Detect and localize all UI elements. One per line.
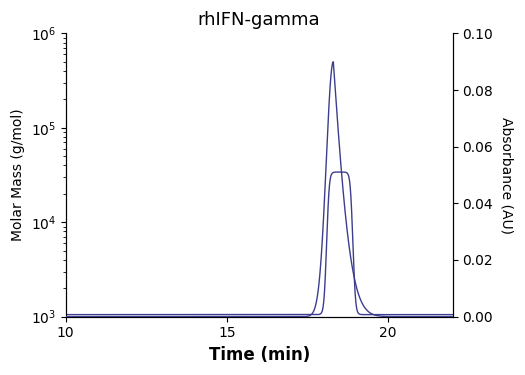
Y-axis label: Absorbance (AU): Absorbance (AU) [500, 117, 514, 234]
Y-axis label: Molar Mass (g/mol): Molar Mass (g/mol) [11, 109, 25, 242]
Title: rhIFN-gamma: rhIFN-gamma [198, 11, 320, 29]
X-axis label: Time (min): Time (min) [208, 346, 310, 364]
